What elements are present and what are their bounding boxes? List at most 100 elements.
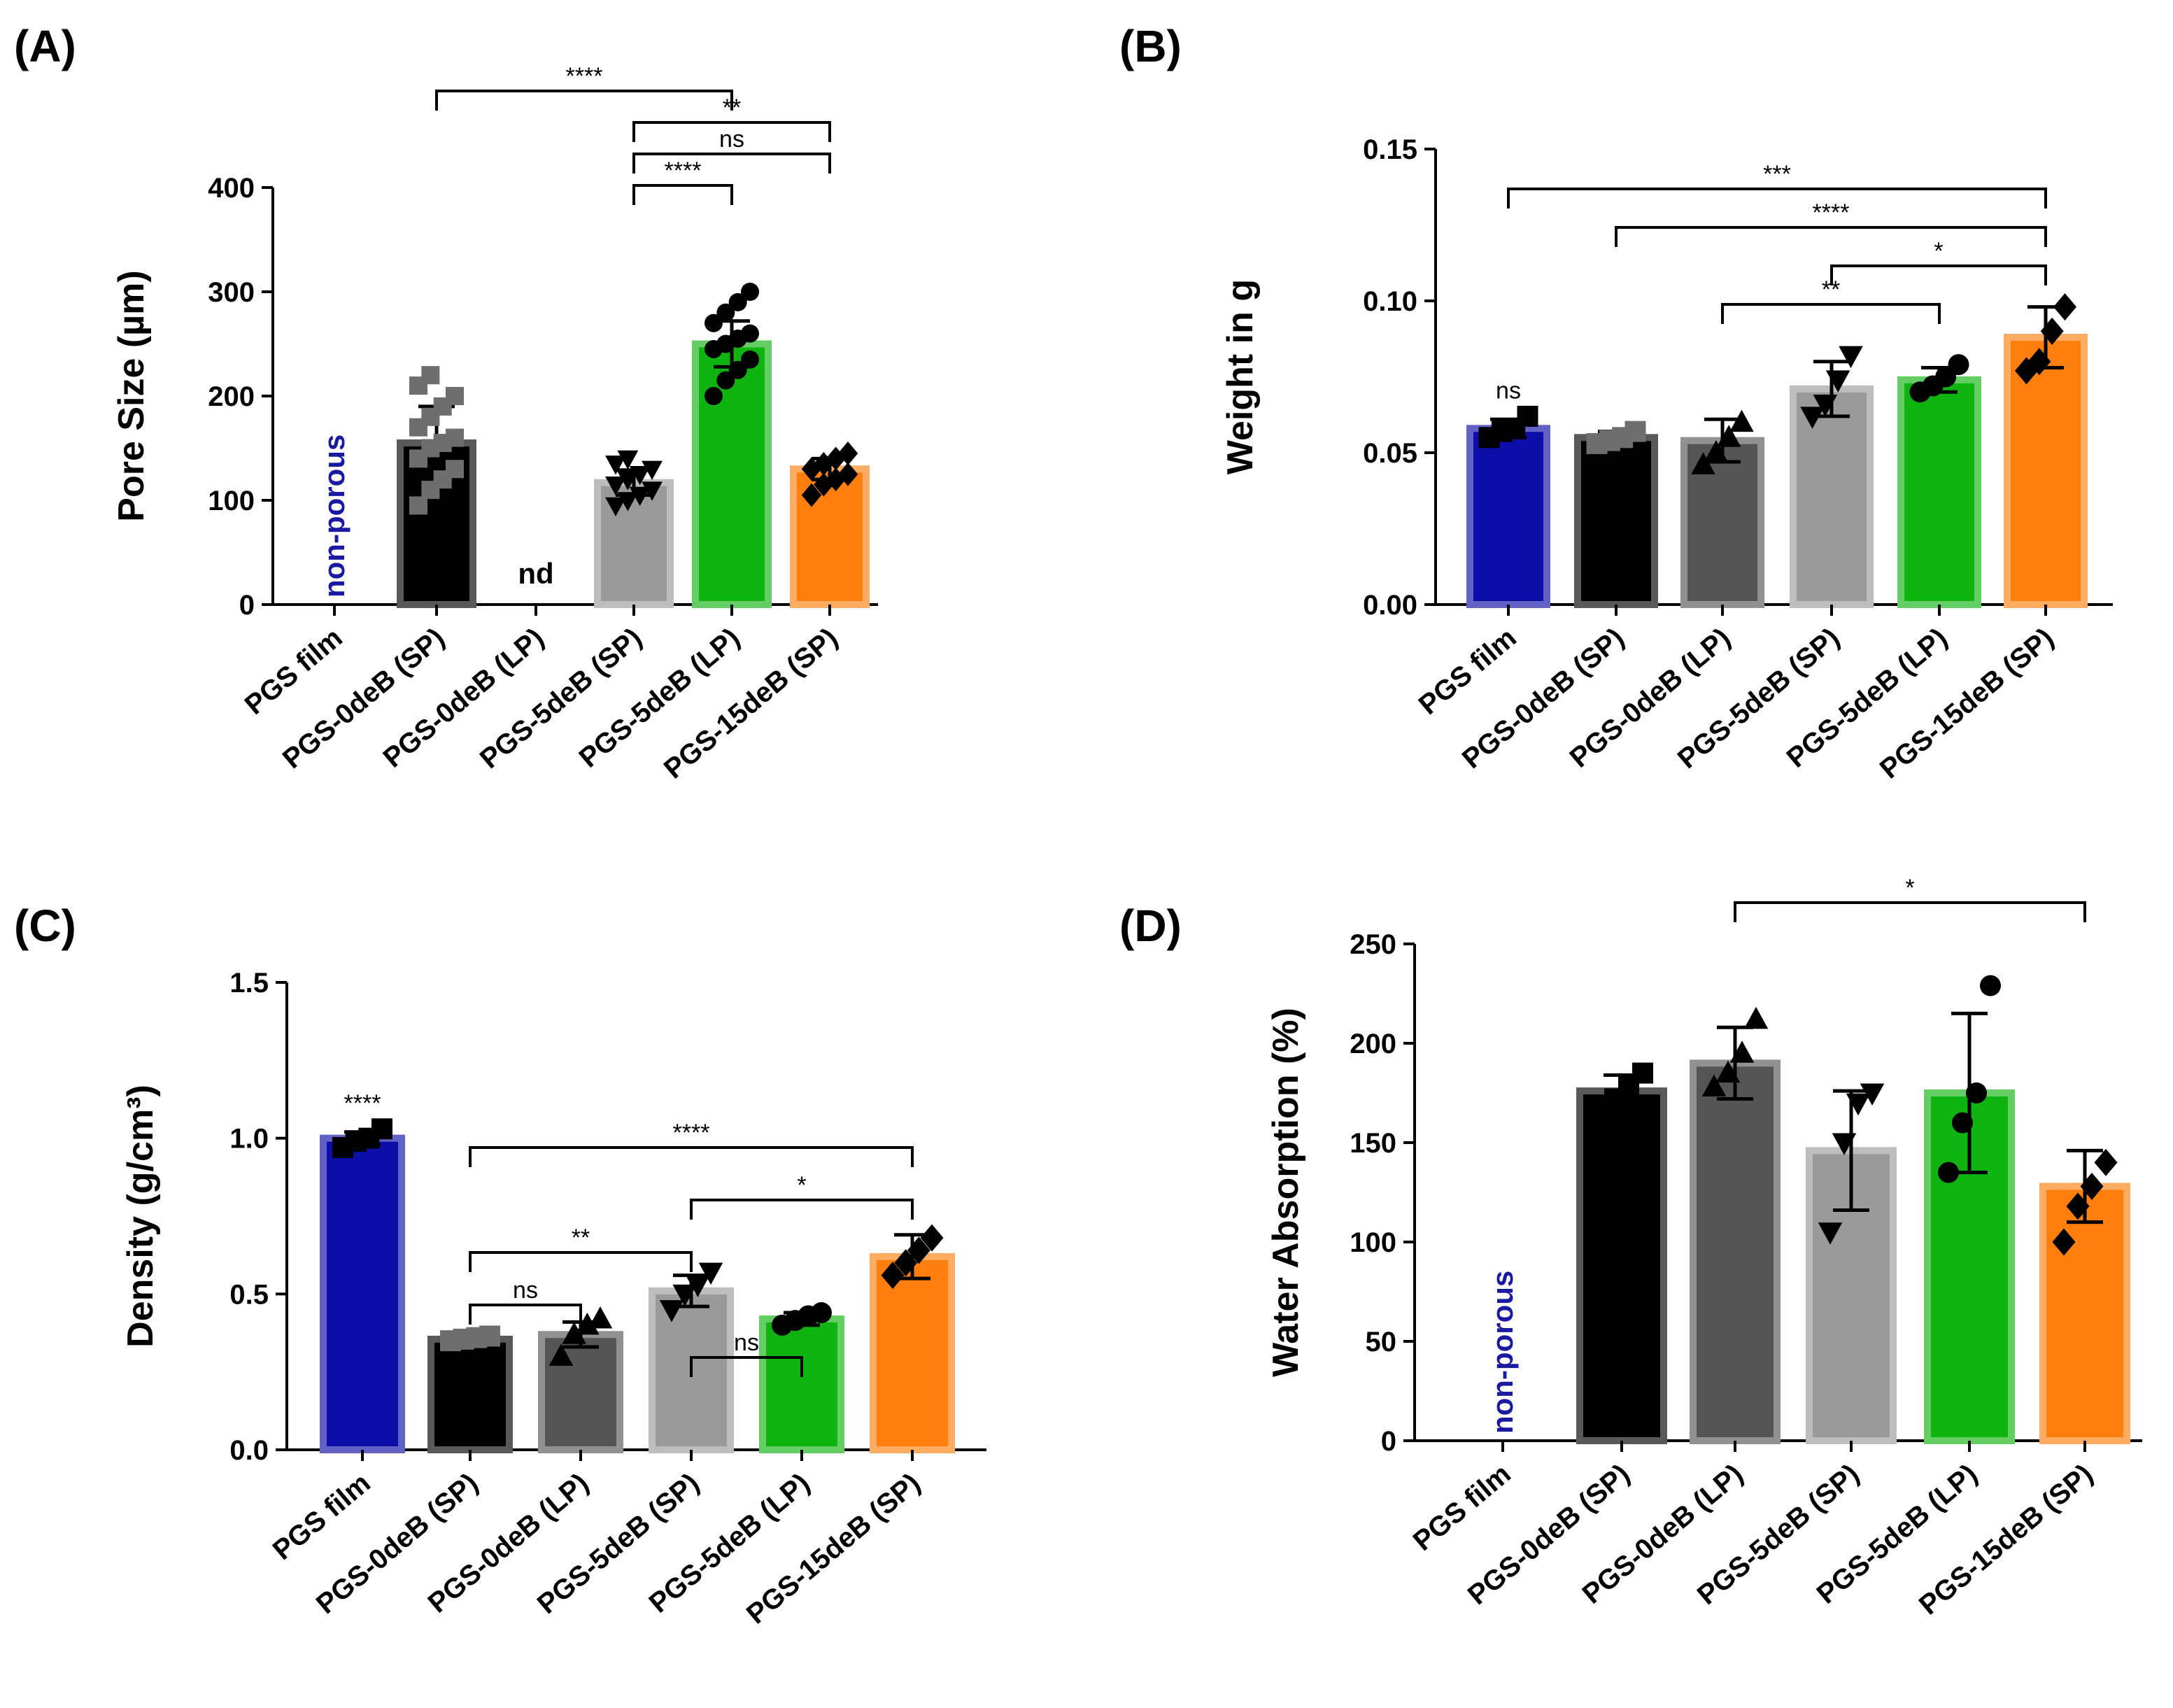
data-point bbox=[617, 450, 639, 470]
significance-bracket bbox=[690, 1199, 914, 1220]
panel-label: (D) bbox=[1119, 901, 1182, 951]
x-tick-label: PGS film bbox=[1413, 622, 1522, 721]
significance-bracket bbox=[1615, 226, 2047, 247]
data-point bbox=[1860, 1083, 1885, 1106]
data-point bbox=[1952, 1112, 1973, 1134]
data-point bbox=[629, 466, 651, 486]
data-point bbox=[548, 1343, 574, 1366]
data-point bbox=[705, 387, 723, 405]
data-point bbox=[1716, 425, 1741, 447]
significance-bracket bbox=[469, 1304, 582, 1325]
data-point bbox=[686, 1275, 710, 1297]
data-point bbox=[741, 350, 759, 369]
y-tick-label: 100 bbox=[208, 486, 255, 516]
data-point bbox=[562, 1322, 586, 1344]
data-point bbox=[1517, 405, 1538, 427]
data-point bbox=[741, 283, 759, 301]
bar bbox=[759, 1315, 844, 1453]
data-point bbox=[605, 476, 626, 496]
data-point bbox=[1715, 1060, 1741, 1083]
y-tick-label: 1.0 bbox=[229, 1124, 269, 1155]
y-tick-label: 300 bbox=[208, 277, 255, 308]
bar bbox=[2039, 1183, 2130, 1444]
y-tick-label: 0 bbox=[239, 590, 255, 621]
data-point bbox=[575, 1312, 600, 1335]
y-tick-label: 0.00 bbox=[1363, 590, 1417, 621]
data-point bbox=[617, 492, 639, 511]
data-point bbox=[716, 371, 735, 390]
significance-bracket bbox=[690, 1356, 803, 1377]
bar-sig-label: ns bbox=[1496, 377, 1521, 404]
significance-label: ns bbox=[513, 1277, 538, 1304]
chart-panel-d: (D) 0 50 100 150 200 250 Water Absorption (%) PG… bbox=[1119, 875, 2142, 1621]
data-point bbox=[1846, 1093, 1871, 1116]
bar bbox=[1790, 385, 1874, 608]
data-point bbox=[1948, 354, 1969, 376]
data-point bbox=[837, 442, 858, 465]
significance-label: * bbox=[1905, 875, 1914, 901]
y-tick-label: 100 bbox=[1350, 1227, 1396, 1258]
significance-bracket bbox=[1507, 188, 2047, 209]
data-point bbox=[1980, 975, 2001, 996]
bar bbox=[870, 1252, 955, 1453]
data-point bbox=[659, 1300, 684, 1322]
data-point bbox=[371, 1118, 392, 1140]
data-point bbox=[1701, 1074, 1727, 1096]
y-tick-label: 0.15 bbox=[1363, 134, 1417, 165]
data-point bbox=[837, 462, 858, 486]
data-point bbox=[446, 387, 464, 405]
significance-bracket bbox=[469, 1251, 693, 1272]
data-point bbox=[1632, 1062, 1653, 1084]
data-point bbox=[588, 1306, 613, 1329]
y-tick-label: 0.5 bbox=[229, 1279, 269, 1310]
data-point bbox=[1704, 440, 1729, 463]
bar-sig-label: **** bbox=[344, 1090, 381, 1117]
data-point bbox=[672, 1284, 697, 1307]
data-point bbox=[698, 1262, 723, 1285]
data-point bbox=[2052, 1228, 2076, 1256]
y-tick-label: 200 bbox=[208, 381, 255, 412]
data-point bbox=[1729, 409, 1754, 432]
significance-bracket bbox=[1721, 303, 1941, 324]
y-axis-title: Pore Size (µm) bbox=[111, 270, 152, 521]
data-point bbox=[1729, 1040, 1755, 1063]
data-point bbox=[642, 460, 663, 480]
data-point bbox=[811, 1302, 832, 1324]
significance-label: * bbox=[797, 1172, 806, 1199]
data-point bbox=[881, 1262, 905, 1290]
data-point bbox=[716, 303, 735, 322]
data-point bbox=[2066, 1192, 2090, 1220]
data-point bbox=[894, 1249, 918, 1277]
bar bbox=[1574, 434, 1658, 608]
data-point bbox=[1743, 1006, 1769, 1029]
data-point bbox=[2040, 317, 2064, 345]
data-point bbox=[741, 324, 759, 343]
significance-label: ns bbox=[734, 1329, 759, 1356]
significance-bracket bbox=[632, 121, 831, 142]
significance-bracket bbox=[632, 153, 831, 174]
data-point bbox=[1625, 421, 1646, 442]
data-point bbox=[1938, 1162, 1959, 1183]
y-axis-title: Density (g/cm³) bbox=[120, 1085, 161, 1348]
y-tick-label: 0.0 bbox=[229, 1435, 269, 1466]
y-tick-label: 1.5 bbox=[229, 968, 269, 998]
bar bbox=[1466, 425, 1550, 609]
x-tick-label: PGS film bbox=[1408, 1458, 1517, 1557]
bar bbox=[1897, 376, 1981, 609]
data-point bbox=[2027, 348, 2051, 376]
significance-label: ** bbox=[1822, 276, 1840, 303]
significance-bracket bbox=[469, 1146, 914, 1167]
data-point bbox=[617, 471, 639, 490]
data-point bbox=[1839, 346, 1863, 369]
y-tick-label: 0.05 bbox=[1363, 438, 1417, 469]
bar-note: non-porous bbox=[318, 435, 351, 598]
data-point bbox=[2094, 1148, 2118, 1176]
x-tick-label: PGS-5deB (SP) bbox=[474, 622, 648, 775]
data-point bbox=[605, 497, 626, 517]
y-tick-label: 200 bbox=[1350, 1029, 1396, 1059]
panel-label: (B) bbox=[1119, 21, 1182, 71]
x-tick-label: PGS-15deB (SP) bbox=[1874, 622, 2060, 784]
x-tick-label: PGS film bbox=[267, 1467, 376, 1566]
